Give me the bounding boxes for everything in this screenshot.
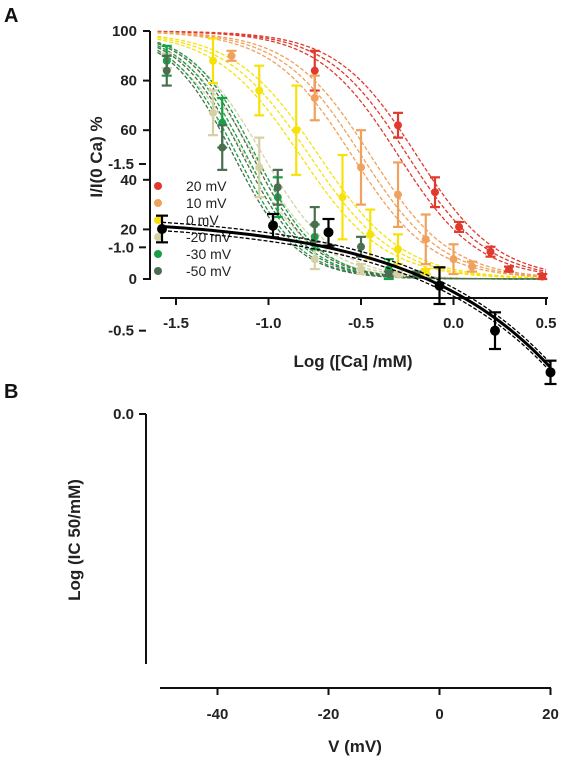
chart-a-legend-entry: -30 mV: [186, 246, 232, 262]
chart-a-fit-curve-1-2: [157, 31, 547, 277]
chart-a-point: [357, 242, 365, 251]
chart-a-point: [310, 255, 319, 264]
chart-a-legend-entry: 10 mV: [186, 195, 227, 211]
chart-b-point: [323, 227, 334, 238]
chart-a-point: [338, 193, 347, 202]
chart-a-legend-entry: 20 mV: [186, 178, 227, 194]
chart-b-confidence-band: [161, 221, 551, 364]
chart-a-point: [468, 262, 476, 271]
chart-a-point: [357, 265, 365, 274]
chart-a-legend-marker: [154, 199, 162, 207]
chart-b-point: [268, 220, 278, 231]
chart-b-point: [434, 280, 445, 291]
chart-a-x-tick-label: -0.5: [348, 315, 374, 332]
chart-b-data-points: [156, 212, 557, 386]
chart-a-point: [455, 222, 464, 231]
chart-a-point: [431, 188, 439, 197]
chart-b-x-tick-label: 20: [542, 706, 559, 723]
chart-a-point: [394, 190, 402, 199]
chart-b-y-axis-label: Log (IC 50/mM): [65, 479, 84, 601]
chart-a-point: [505, 265, 513, 274]
panel-letter-a: A: [4, 5, 18, 27]
chart-b: 0.0 -0.5 -1.0 -1.5 -40 -20 0 20 V (mV) Log (IC …: [65, 156, 559, 756]
chart-a-y-tick-label: 100: [112, 23, 137, 40]
chart-a-x-tick-label: 0.5: [536, 315, 557, 332]
chart-a-point: [227, 51, 236, 60]
chart-a-point: [218, 143, 227, 152]
chart-a-x-tick-label: -1.0: [256, 315, 282, 332]
chart-a-axes: 0 20 40 60 80 100 -1.5 -1.0 -0.5 0.0 0.5: [112, 23, 556, 332]
chart-b-axes: 0.0 -0.5 -1.0 -1.5 -40 -20 0 20: [108, 156, 559, 723]
chart-a-fit-curve-0-0: [157, 30, 547, 274]
chart-b-point: [545, 367, 556, 378]
chart-a-y-axis-label: I/I(0 Ca) %: [87, 116, 106, 197]
chart-a-point: [449, 255, 458, 264]
chart-a-point: [384, 270, 393, 279]
chart-a-point: [255, 86, 264, 95]
chart-b-y-tick-label: 0.0: [113, 406, 134, 423]
chart-b-point: [490, 325, 500, 336]
chart-a-legend-marker: [154, 267, 162, 275]
chart-a-point: [357, 163, 365, 172]
chart-a-legend-marker: [154, 182, 162, 190]
panel-letter-b: B: [4, 381, 18, 403]
chart-b-fit-curves: [161, 221, 552, 373]
chart-a-x-axis-label: Log ([Ca] /mM): [294, 352, 413, 371]
chart-b-x-tick-label: 0: [435, 706, 443, 723]
chart-a-point: [394, 121, 402, 130]
chart-a-x-tick-label: 0.0: [443, 315, 464, 332]
chart-a-legend-entry: -50 mV: [186, 263, 232, 279]
chart-a-point: [162, 66, 171, 75]
chart-a-fit-curve-2-2: [157, 35, 547, 279]
chart-a-legend-entry: 0 mV: [186, 212, 219, 228]
chart-a-point: [209, 108, 217, 117]
chart-a-y-tick-label: 40: [120, 172, 137, 189]
chart-b-y-tick-label: -1.0: [108, 239, 134, 256]
chart-a-fit-curve-5-2: [157, 42, 546, 280]
chart-a-fit-curve-1-1: [157, 31, 547, 278]
chart-b-x-tick-label: -40: [207, 706, 229, 723]
chart-b-x-axis-label: V (mV): [328, 737, 382, 756]
chart-a-point: [292, 126, 301, 135]
chart-a-point: [255, 163, 264, 172]
chart-a-legend-entry: -20 mV: [186, 229, 232, 245]
chart-a-point: [538, 272, 547, 281]
chart-b-confidence-band: [161, 229, 551, 373]
chart-a-point: [310, 220, 319, 229]
chart-b-fit-curve: [161, 224, 552, 369]
chart-a-x-tick-label: -1.5: [163, 315, 189, 332]
chart-b-y-tick-label: -1.5: [108, 156, 134, 173]
chart-a-point: [273, 183, 282, 192]
chart-a-y-tick-label: 20: [120, 221, 137, 238]
chart-a-y-tick-label: 60: [120, 122, 137, 139]
chart-a-point: [310, 66, 319, 75]
chart-a-legend-marker: [154, 216, 162, 224]
chart-a-legend-marker: [154, 233, 162, 241]
chart-a-y-tick-label: 0: [129, 271, 137, 288]
chart-a-fit-curve-2-1: [157, 37, 547, 279]
chart-a-fit-curve-0-1: [157, 30, 547, 273]
chart-a-data-points: [161, 37, 548, 281]
chart-a-point: [421, 267, 430, 276]
chart-a-fit-curve-1-0: [157, 32, 547, 278]
chart-a-legend-marker: [154, 250, 162, 258]
chart-a-point: [310, 93, 319, 102]
chart-a-point: [209, 56, 217, 65]
chart-b-point: [157, 224, 167, 234]
chart-a-point: [366, 230, 375, 239]
chart-b-x-tick-label: -20: [318, 706, 340, 723]
chart-b-y-tick-label: -0.5: [108, 323, 134, 340]
chart-a-point: [421, 235, 430, 244]
chart-a-point: [486, 247, 495, 256]
chart-a-point: [394, 245, 402, 254]
chart-a-y-tick-label: 80: [120, 73, 137, 90]
